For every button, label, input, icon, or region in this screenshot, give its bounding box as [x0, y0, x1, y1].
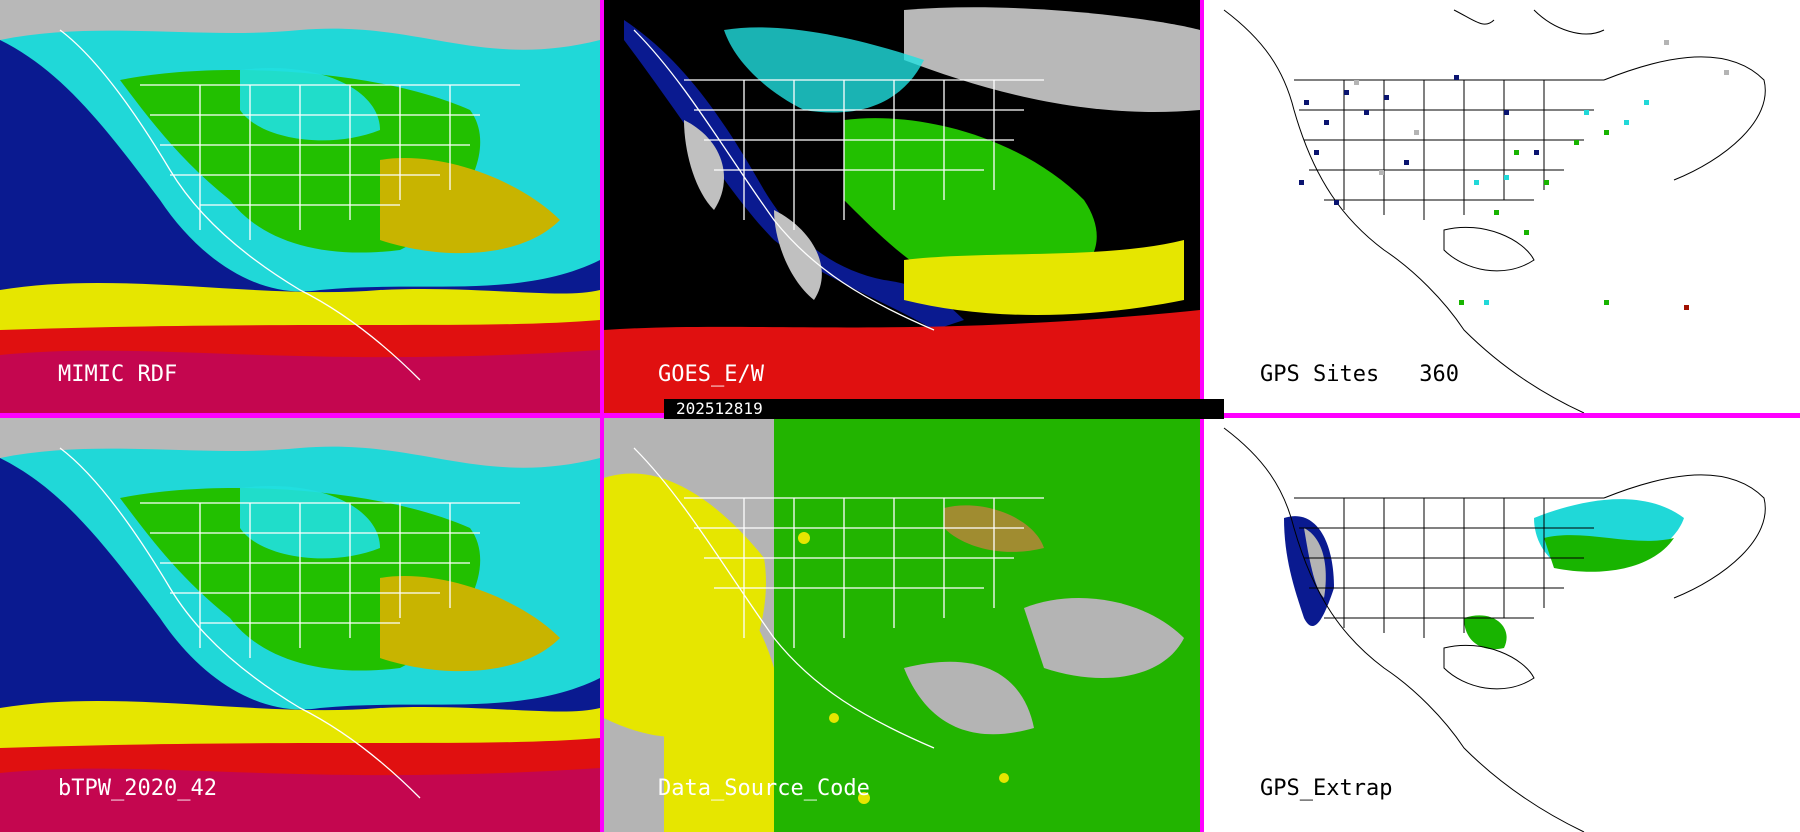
panel-label: Data_Source_Code [658, 776, 870, 801]
panel-gps-extrap: GPS_Extrap [1204, 418, 1800, 832]
panel-mimic-rdf: MIMIC RDF [0, 0, 600, 413]
panel-label: MIMIC RDF [58, 362, 178, 387]
gps-sites-map [1204, 0, 1800, 413]
panel-btpw: bTPW_2020_42 [0, 418, 600, 832]
btpw-map [0, 418, 600, 832]
panel-goes-ew: GOES_E/W [604, 0, 1200, 413]
panel-label: GPS_Extrap [1260, 776, 1393, 801]
gps-extrap-map [1204, 418, 1800, 832]
gps-sites-count: 360 [1419, 362, 1459, 387]
gps-sites-title: GPS Sites [1260, 362, 1380, 387]
mimic-map [0, 0, 600, 413]
timestamp-bar: 202512819 [664, 399, 1224, 419]
panel-data-source-code: Data_Source_Code [604, 418, 1200, 832]
data-source-map [604, 418, 1200, 832]
goes-map [604, 0, 1200, 413]
panel-label: bTPW_2020_42 [58, 776, 217, 801]
panel-gps-sites: GPS Sites 360 [1204, 0, 1800, 413]
panel-label: GOES_E/W [658, 362, 764, 387]
panel-label: GPS Sites 360 [1260, 362, 1459, 387]
